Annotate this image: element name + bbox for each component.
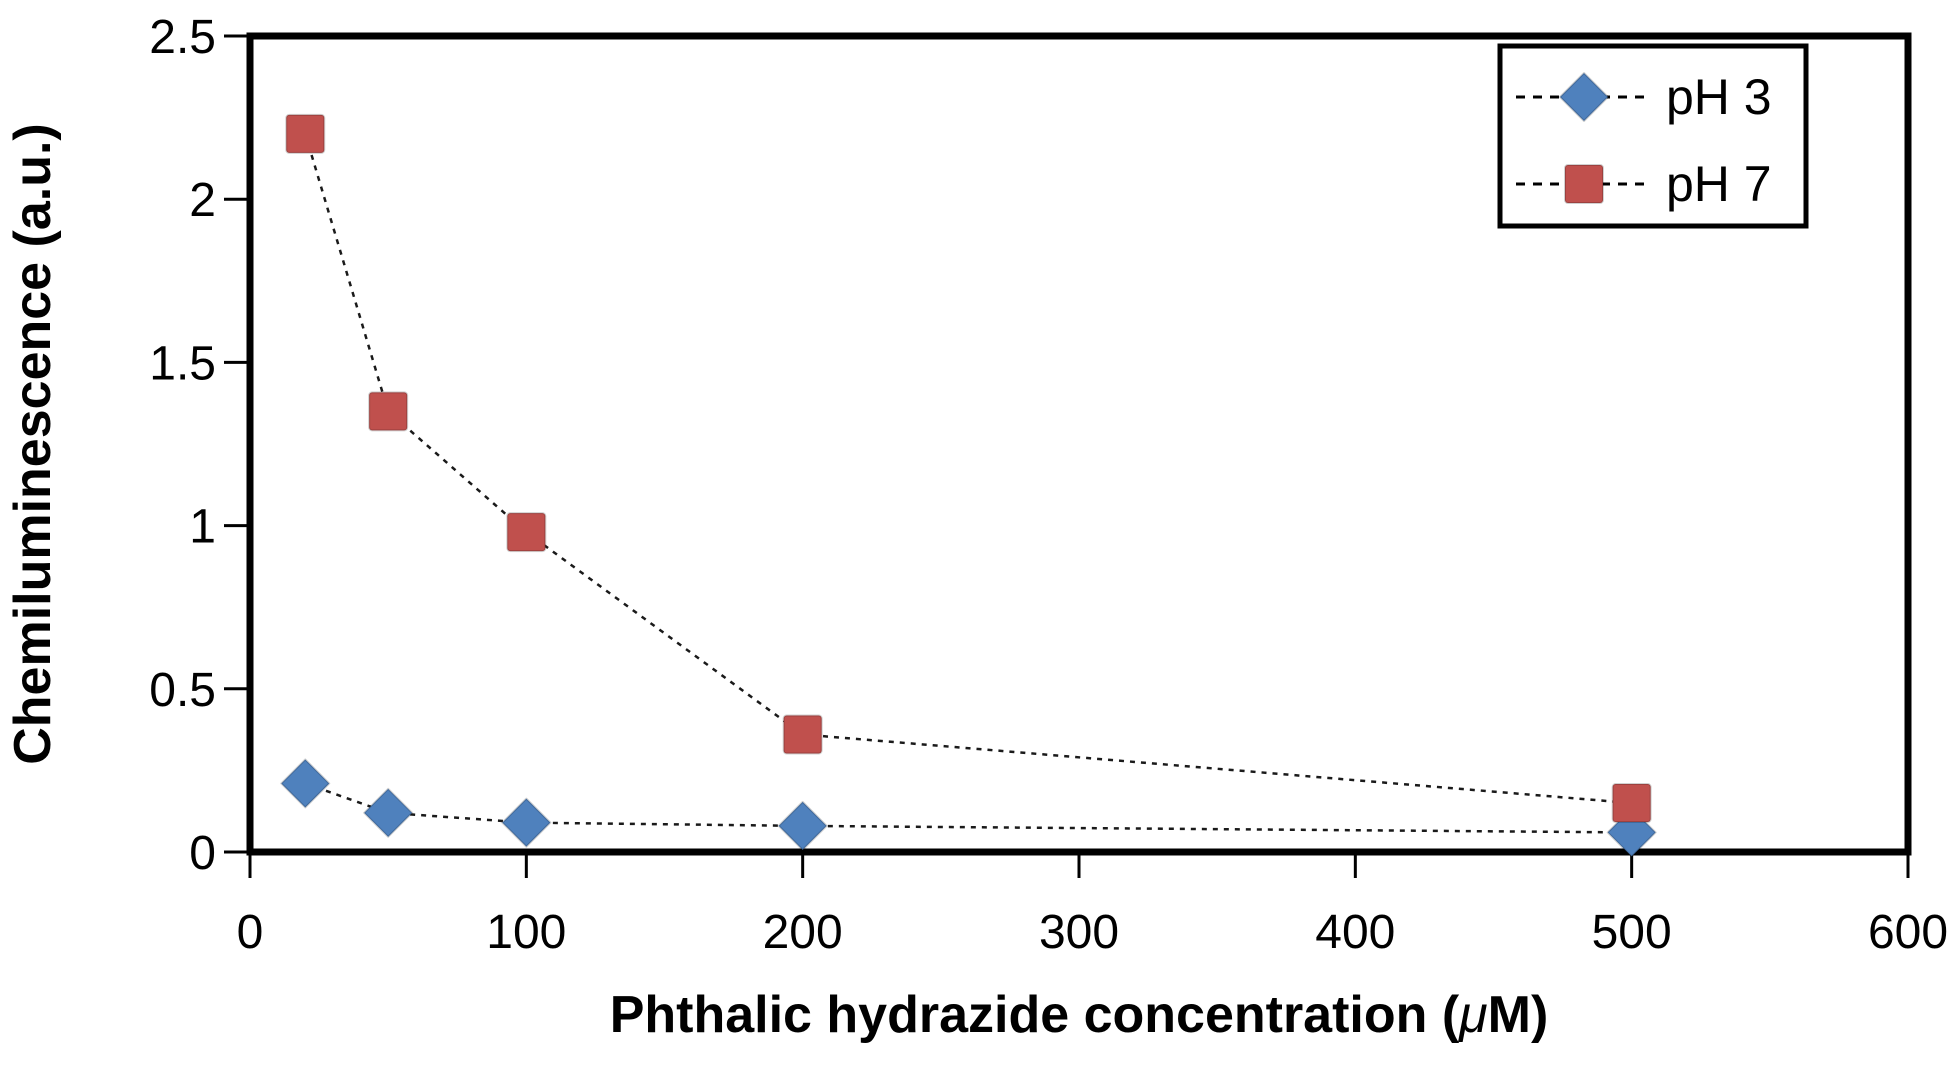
y-tick-label: 0 [189, 827, 216, 880]
data-series [280, 113, 1657, 858]
data-point-marker [363, 787, 414, 838]
y-tick-label: 1 [189, 501, 216, 554]
ph7-square-icon [1516, 164, 1652, 204]
series-connector-line [304, 782, 1632, 834]
data-point-marker [506, 512, 547, 553]
x-tick-label: 500 [1592, 906, 1672, 959]
legend-key-marker [1559, 72, 1609, 122]
data-point-marker [285, 113, 326, 154]
y-axis-title: Chemiluminescence (a.u.) [4, 123, 62, 765]
data-point-marker [368, 391, 409, 432]
x-tick-label: 100 [486, 906, 566, 959]
x-tick-label: 0 [237, 906, 264, 959]
data-point-marker [777, 800, 828, 851]
x-tick-label: 300 [1039, 906, 1119, 959]
y-tick-label: 2 [189, 174, 216, 227]
legend-label-ph7: pH 7 [1666, 156, 1772, 212]
y-tick-label: 2.5 [149, 11, 216, 64]
legend-border [1497, 43, 1809, 229]
series-ph-7 [285, 113, 1652, 824]
x-tick-label: 200 [763, 906, 843, 959]
x-tick-label: 400 [1315, 906, 1395, 959]
axis-ticks: 0 100 200 300 400 500 600 0 0.5 1 1.5 2 2.5 [149, 11, 1948, 959]
data-point-marker [1611, 783, 1652, 824]
ph3-diamond-icon [1516, 72, 1652, 122]
x-axis-title: Phthalic hydrazide concentration (μM) [610, 986, 1549, 1044]
data-point-marker [280, 758, 331, 809]
legend: pH 3 pH 7 [1497, 43, 1809, 229]
legend-item-ph7: pH 7 [1516, 156, 1772, 212]
y-tick-label: 0.5 [149, 664, 216, 717]
legend-key-marker [1564, 164, 1604, 204]
y-tick-label: 1.5 [149, 337, 216, 390]
data-point-marker [501, 797, 552, 848]
series-connector-line [304, 133, 1632, 805]
data-point-marker [782, 714, 823, 755]
legend-item-ph3: pH 3 [1516, 69, 1772, 125]
series-ph-3 [280, 758, 1657, 858]
x-tick-label: 600 [1868, 906, 1948, 959]
legend-label-ph3: pH 3 [1666, 69, 1772, 125]
